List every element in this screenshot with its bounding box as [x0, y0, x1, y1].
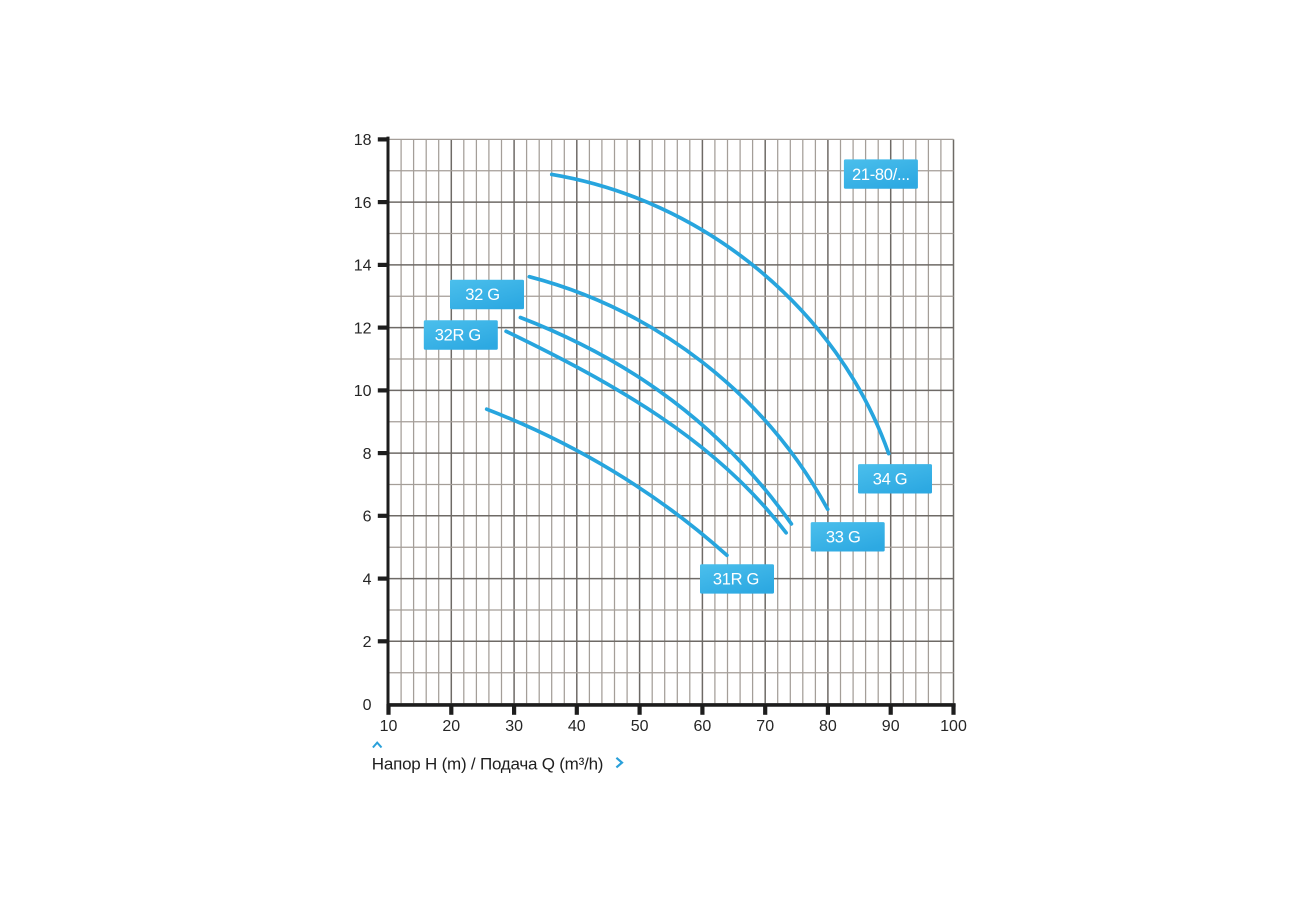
svg-text:32 G: 32 G: [465, 286, 500, 304]
svg-text:6: 6: [363, 509, 372, 526]
svg-text:70: 70: [756, 718, 774, 735]
svg-text:14: 14: [354, 258, 372, 275]
svg-text:21-80/...: 21-80/...: [852, 166, 910, 184]
svg-text:80: 80: [819, 718, 837, 735]
svg-text:34 G: 34 G: [873, 471, 908, 489]
svg-text:20: 20: [442, 718, 460, 735]
svg-text:33 G: 33 G: [826, 529, 861, 547]
svg-text:10: 10: [354, 383, 372, 400]
svg-text:8: 8: [363, 446, 372, 463]
svg-text:2: 2: [363, 634, 372, 651]
svg-text:31R G: 31R G: [713, 571, 759, 589]
svg-text:4: 4: [363, 571, 372, 588]
svg-text:40: 40: [568, 718, 586, 735]
svg-text:90: 90: [882, 718, 900, 735]
svg-text:18: 18: [354, 132, 372, 149]
svg-text:32R G: 32R G: [435, 327, 481, 345]
svg-text:30: 30: [505, 718, 523, 735]
svg-text:60: 60: [694, 718, 712, 735]
svg-text:12: 12: [354, 320, 372, 337]
svg-text:Напор H (m) / Подача Q (m³/h): Напор H (m) / Подача Q (m³/h): [372, 755, 603, 774]
svg-text:10: 10: [380, 718, 398, 735]
svg-text:0: 0: [363, 697, 372, 714]
svg-text:50: 50: [631, 718, 649, 735]
svg-text:16: 16: [354, 195, 372, 212]
svg-text:100: 100: [940, 718, 967, 735]
